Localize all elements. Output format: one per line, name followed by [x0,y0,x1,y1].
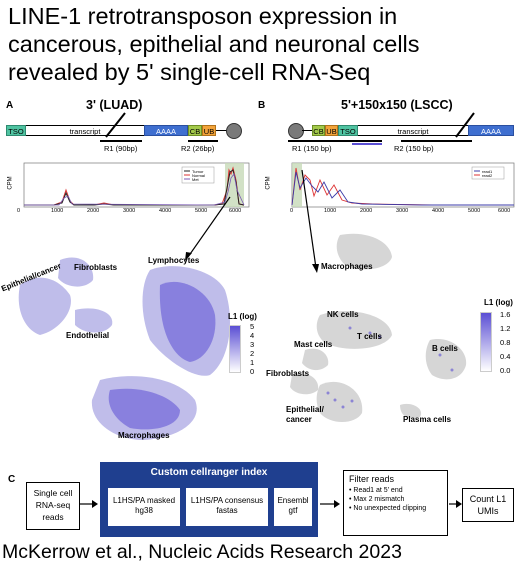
legend-a-title: L1 (log) [228,312,257,321]
read-arrows [100,112,218,142]
index-item-gtf: Ensembl gtf [274,488,312,526]
filter-item: • No unexpected clipping [349,505,427,512]
zoom-arrow [185,196,231,261]
arrow-icon [320,500,340,508]
cluster-fibroblasts: Fibroblasts [266,369,310,378]
ylabel: CPM [7,176,14,190]
legend-b-tick: 1.2 [500,324,511,333]
count-box: Count L1 UMIs [462,488,514,522]
cluster-macrophages: Macrophages [321,262,373,271]
read2-label: R2 (150 bp) [394,144,434,153]
xtick: 6000 [498,208,511,214]
cluster-macrophages: Macrophages [118,431,170,440]
ub-segment: UB [202,125,216,136]
xtick: 4000 [432,208,445,214]
ub-segment: UB [325,125,338,136]
bead-icon [288,123,304,139]
filter-box: Filter reads • Read1 at 5' end • Max 2 m… [343,470,448,536]
cluster-plasma-cells: Plasma cells [403,415,452,424]
svg-text:Tumor: Tumor [192,169,204,174]
xticks: 0 1000 2000 3000 4000 5000 6000 [17,208,247,218]
legend-b-title: L1 (log) [484,298,513,307]
read1-label: R1 (150 bp) [292,144,332,153]
filter-item: • Read1 at 5' end [349,487,403,494]
bead-icon [226,123,242,139]
cb-segment: CB [188,125,202,136]
legend-a-tick: 4 [250,331,255,340]
cb-segment: CB [312,125,325,136]
index-item-consensus: L1HS/PA consensus fastas [186,488,268,526]
cluster-epithelial: Epithelial/ cancer [286,405,324,424]
aaaa-segment: AAAA [144,125,188,136]
umap-b [290,233,467,422]
legend-b-tick: 0.8 [500,338,511,347]
index-box: Custom cellranger index L1HS/PA masked h… [100,462,318,537]
cluster-nk-cells: NK cells [327,310,359,319]
index-title: Custom cellranger index [150,467,268,478]
xticks: 0 1000 2000 3000 4000 5000 6000 [290,208,519,218]
xtick: 2000 [360,208,373,214]
legend-a-tick: 1 [250,358,255,367]
aaaa-segment: AAAA [468,125,514,136]
transcript-segment: transcript [26,125,144,136]
filter-title: Filter reads [349,474,395,484]
legend-a-tick: 0 [250,367,255,376]
xtick: 3000 [123,208,136,214]
panel-b-subtitle: 5'+150x150 (LSCC) [341,98,453,112]
read2-label: R2 (26bp) [181,144,215,153]
legend-a-tick: 3 [250,340,255,349]
cluster-t-cells: T cells [357,332,382,341]
arrow-icon [80,500,98,508]
xtick: 3000 [396,208,409,214]
xtick: 0 [290,208,294,214]
umap-a [18,257,230,440]
legend-b-colorbar [480,312,492,372]
panel-c-letter: C [8,474,16,485]
filter-item: • Max 2 mismatch [349,496,405,503]
read-arrows [288,112,475,145]
xtick: 1000 [51,208,64,214]
arrow-icon [449,500,462,508]
cluster-fibroblasts: Fibroblasts [74,263,118,272]
tso-segment: TSO [338,125,358,136]
index-item-masked: L1HS/PA masked hg38 [108,488,180,526]
xtick: 6000 [229,208,242,214]
legend-a-tick: 5 [250,322,255,331]
linker-line [216,130,228,131]
svg-text:read2: read2 [482,173,493,178]
panel-b-letter: B [258,100,266,111]
input-box: Single cell RNA-seq reads [26,482,80,530]
coverage-chart: read1 read2 [291,162,515,208]
legend-a-colorbar [229,325,241,373]
citation: McKerrow et al., Nucleic Acids Research … [2,541,402,563]
tso-segment: TSO [6,125,26,136]
xtick: 4000 [159,208,172,214]
panel-a-letter: A [6,100,14,111]
ylabel: CPM [265,176,272,190]
legend-b-tick: 1.6 [500,310,511,319]
legend-b-tick: 0.4 [500,352,511,361]
slide-title: LINE-1 retrotransposon expression in can… [8,3,420,85]
read1-label: R1 (90bp) [104,144,138,153]
linker-line [302,130,312,131]
svg-text:read1: read1 [482,169,493,174]
cluster-mast-cells: Mast cells [294,340,333,349]
legend-b-tick: 0.0 [500,366,511,375]
transcript-segment: transcript [358,125,468,136]
xtick: 2000 [87,208,100,214]
xtick: 0 [17,208,21,214]
panel-a-subtitle: 3' (LUAD) [86,98,143,112]
cluster-lymphocytes: Lymphocytes [148,256,200,265]
xtick: 5000 [468,208,481,214]
zoom-arrow [301,169,319,273]
xtick: 1000 [324,208,337,214]
coverage-chart: Tumor Normal Met [23,162,250,208]
xtick: 5000 [195,208,208,214]
svg-text:Normal: Normal [192,173,205,178]
cluster-endothelial: Endothelial [66,331,110,340]
svg-text:Met: Met [192,177,200,182]
legend-a-tick: 2 [250,349,255,358]
cluster-b-cells: B cells [432,344,458,353]
